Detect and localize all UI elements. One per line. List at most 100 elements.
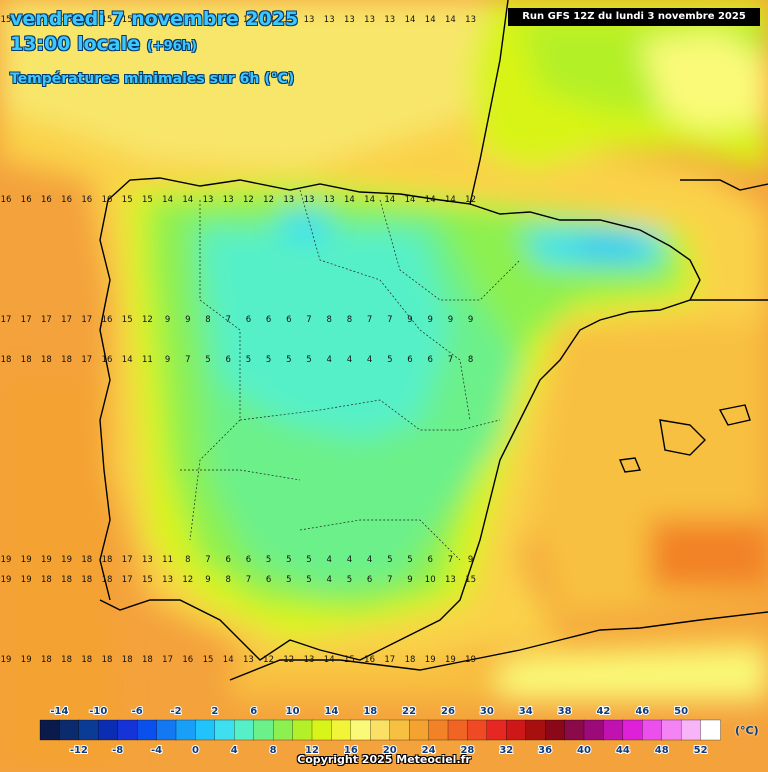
grid-value: 5 <box>306 555 311 565</box>
legend-tick-label: 36 <box>538 745 552 756</box>
grid-value: 14 <box>445 195 456 205</box>
region-borders <box>180 189 521 561</box>
grid-value: 13 <box>304 195 315 205</box>
grid-value: 19 <box>1 575 12 585</box>
legend-tick-label: 26 <box>441 706 455 717</box>
grid-value: 18 <box>142 655 153 665</box>
grid-value: 18 <box>21 355 32 365</box>
legend-tick-label: 28 <box>460 745 474 756</box>
legend-tick-label: 30 <box>480 706 494 717</box>
legend-swatch <box>370 719 391 741</box>
legend-tick-label: 24 <box>422 745 436 756</box>
grid-value: 14 <box>162 195 173 205</box>
grid-value: 6 <box>266 575 271 585</box>
grid-value: 18 <box>81 655 92 665</box>
legend-swatch <box>175 719 197 741</box>
legend-tick-label: -6 <box>132 706 143 717</box>
grid-value: 6 <box>427 555 432 565</box>
grid-value: 11 <box>162 555 173 565</box>
legend-swatch <box>661 719 682 741</box>
grid-value: 17 <box>41 315 52 325</box>
grid-value: 18 <box>405 655 416 665</box>
grid-value: 8 <box>225 575 230 585</box>
grid-value: 14 <box>344 195 355 205</box>
grid-value: 14 <box>324 655 335 665</box>
grid-value: 15 <box>1 15 12 25</box>
grid-value: 13 <box>445 575 456 585</box>
grid-value: 19 <box>61 555 72 565</box>
run-label: Run GFS 12Z du lundi 3 novembre 2025 <box>508 8 760 26</box>
forecast-time: 13:00 locale (+96h) <box>10 33 197 55</box>
grid-value: 14 <box>122 355 133 365</box>
grid-value: 8 <box>205 315 210 325</box>
grid-value: 5 <box>387 555 392 565</box>
legend-swatch <box>136 719 158 741</box>
grid-value: 7 <box>185 355 190 365</box>
legend-tick-label: 50 <box>674 706 688 717</box>
legend-tick-label: 22 <box>402 706 416 717</box>
legend-tick-label: 34 <box>519 706 533 717</box>
legend-tick-label: 8 <box>270 745 277 756</box>
grid-value: 14 <box>425 15 436 25</box>
legend-swatch <box>603 719 624 741</box>
grid-value: 5 <box>286 575 291 585</box>
grid-value: 6 <box>246 555 251 565</box>
legend-unit: (°C) <box>735 724 759 737</box>
grid-value: 15 <box>41 15 52 25</box>
grid-value: 18 <box>41 655 52 665</box>
legend-tick-label: 16 <box>344 745 358 756</box>
grid-value: 9 <box>468 555 473 565</box>
grid-value: 14 <box>364 195 375 205</box>
grid-value: 19 <box>465 655 476 665</box>
grid-value: 6 <box>367 575 372 585</box>
legend-swatch <box>234 719 255 741</box>
grid-value: 13 <box>324 195 335 205</box>
grid-value: 16 <box>61 195 72 205</box>
grid-value: 16 <box>81 195 92 205</box>
grid-value: 16 <box>21 195 32 205</box>
grid-value: 12 <box>465 195 476 205</box>
grid-value: 9 <box>407 315 412 325</box>
grid-value: 13 <box>223 15 234 25</box>
grid-value: 17 <box>81 315 92 325</box>
legend-tick-label: -12 <box>70 745 88 756</box>
legend-swatch <box>195 719 216 741</box>
legend-tick-label: 10 <box>286 706 300 717</box>
legend-swatch <box>117 719 138 741</box>
grid-value: 19 <box>425 655 436 665</box>
grid-value: 18 <box>102 555 113 565</box>
grid-value: 12 <box>263 655 274 665</box>
grid-value: 9 <box>407 575 412 585</box>
grid-value: 12 <box>182 575 193 585</box>
local-time: 13:00 locale <box>10 33 141 55</box>
grid-value: 13 <box>465 15 476 25</box>
grid-value: 13 <box>304 15 315 25</box>
legend-tick-label: 4 <box>231 745 238 756</box>
grid-value: 7 <box>387 315 392 325</box>
legend-tick-label: 46 <box>635 706 649 717</box>
legend-swatch <box>622 719 643 741</box>
grid-value: 8 <box>468 355 473 365</box>
grid-value: 8 <box>347 315 352 325</box>
legend-swatch <box>272 719 294 741</box>
grid-value: 13 <box>203 15 214 25</box>
grid-value: 17 <box>81 355 92 365</box>
grid-value: 14 <box>384 195 395 205</box>
grid-value: 18 <box>1 355 12 365</box>
legend-tick-label: 18 <box>363 706 377 717</box>
legend-canvas: -14 -10 -6 -2 2 6 10 14 18 22 26 30 34 38 42 46 50-12 -8-… <box>39 705 721 757</box>
grid-value: 17 <box>122 575 133 585</box>
grid-value: 17 <box>122 555 133 565</box>
grid-value: 13 <box>344 15 355 25</box>
grid-value: 15 <box>465 575 476 585</box>
legend-swatch <box>428 719 449 741</box>
grid-value: 12 <box>243 195 254 205</box>
grid-value: 15 <box>142 575 153 585</box>
grid-value: 6 <box>225 355 230 365</box>
grid-value: 10 <box>425 575 436 585</box>
legend-swatch <box>447 719 469 741</box>
grid-value: 18 <box>61 575 72 585</box>
